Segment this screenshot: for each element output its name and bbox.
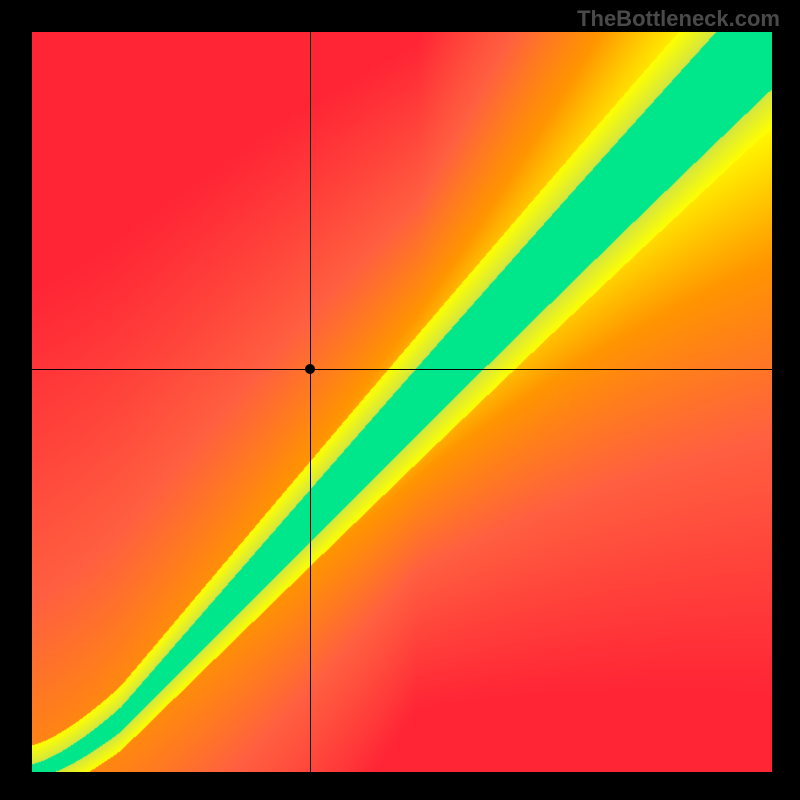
crosshair-vertical bbox=[310, 32, 311, 772]
chart-container: TheBottleneck.com bbox=[0, 0, 800, 800]
crosshair-marker bbox=[305, 364, 315, 374]
heatmap-canvas bbox=[32, 32, 772, 772]
crosshair-horizontal bbox=[32, 369, 772, 370]
watermark-text: TheBottleneck.com bbox=[577, 6, 780, 32]
